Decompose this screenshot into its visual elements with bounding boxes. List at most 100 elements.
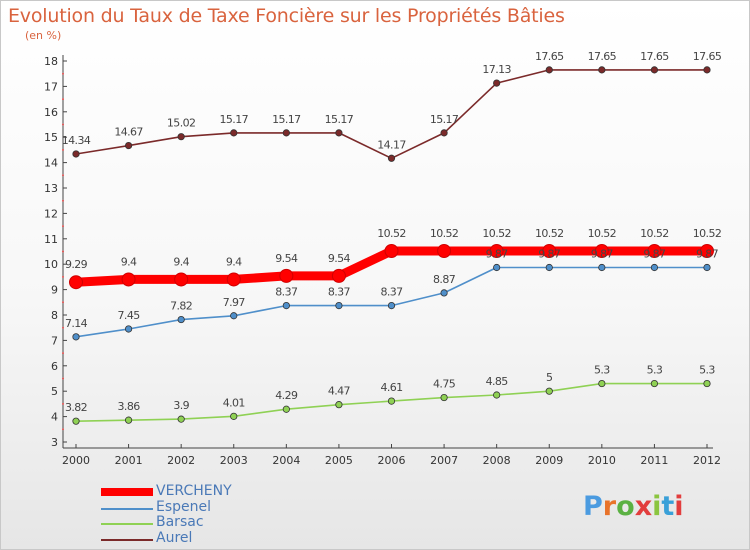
data-label-espenel: 7.97	[223, 296, 246, 309]
data-label-barsac: 4.85	[486, 375, 509, 388]
data-label-espenel: 9.87	[696, 248, 719, 261]
data-point-barsac	[703, 379, 711, 388]
y-minor-tick	[62, 275, 64, 278]
data-point-barsac	[335, 401, 343, 409]
data-point-espenel	[545, 263, 553, 272]
data-point-barsac	[387, 397, 396, 405]
y-tick-label: 12	[44, 207, 58, 220]
data-label-espenel: 8.87	[433, 273, 456, 286]
data-label-vercheny: 9.4	[226, 255, 242, 268]
data-point-vercheny	[594, 243, 609, 258]
logo-letter: i	[652, 491, 662, 522]
data-point-vercheny	[700, 243, 714, 258]
data-label-aurel: 14.34	[62, 134, 91, 147]
y-tick-label: 13	[44, 182, 58, 195]
data-label-espenel: 9.87	[591, 248, 614, 261]
data-label-barsac: 4.75	[433, 378, 456, 391]
data-label-espenel: 7.82	[170, 300, 192, 313]
data-point-aurel	[703, 66, 711, 74]
data-label-vercheny: 10.52	[482, 227, 511, 240]
data-label-vercheny: 9.4	[173, 255, 189, 268]
y-tick-label: 16	[44, 106, 58, 119]
data-label-aurel: 15.17	[325, 113, 354, 126]
data-point-vercheny	[121, 272, 136, 287]
y-tick-label: 9	[51, 284, 58, 297]
data-point-aurel	[493, 79, 501, 87]
data-point-vercheny	[384, 243, 399, 258]
data-label-vercheny: 10.52	[430, 227, 459, 240]
x-tick-label: 2001	[115, 454, 143, 467]
y-tick-label: 17	[44, 80, 58, 93]
data-label-vercheny: 10.52	[588, 227, 617, 240]
data-point-vercheny	[542, 243, 557, 258]
x-tick-label: 2005	[325, 454, 353, 467]
y-minor-tick	[62, 98, 64, 101]
logo-letter: i	[674, 491, 684, 522]
data-label-barsac: 4.47	[328, 385, 351, 398]
y-tick-label: 5	[51, 385, 58, 398]
logo-letter: x	[634, 491, 653, 522]
data-label-vercheny: 10.52	[640, 227, 669, 240]
data-point-aurel	[598, 66, 606, 74]
y-minor-tick	[62, 377, 64, 380]
x-tick-label: 2008	[483, 454, 511, 467]
data-point-aurel	[177, 133, 185, 141]
y-tick-label: 14	[44, 157, 58, 170]
x-tick-label: 2012	[693, 454, 721, 467]
data-label-aurel: 17.65	[640, 50, 669, 63]
data-point-barsac	[598, 379, 606, 388]
data-point-barsac	[230, 412, 238, 420]
x-tick-label: 2000	[62, 454, 90, 467]
data-label-espenel: 7.45	[118, 309, 141, 322]
data-point-espenel	[230, 312, 238, 320]
data-label-barsac: 4.01	[223, 396, 245, 409]
data-label-barsac: 3.9	[173, 399, 189, 412]
data-point-aurel	[72, 150, 80, 158]
data-point-barsac	[440, 393, 448, 402]
logo-letter: o	[616, 491, 635, 522]
logo-letter: P	[583, 491, 603, 522]
data-point-espenel	[124, 325, 133, 333]
data-point-barsac	[282, 405, 290, 413]
y-tick-label: 11	[44, 233, 58, 246]
data-point-barsac	[650, 379, 659, 388]
data-point-espenel	[72, 333, 80, 341]
y-minor-tick	[62, 326, 64, 329]
data-label-aurel: 14.67	[114, 126, 143, 139]
data-point-aurel	[124, 141, 133, 150]
y-tick-label: 15	[44, 131, 58, 144]
y-tick-label: 8	[51, 309, 58, 322]
data-point-aurel	[335, 129, 343, 137]
data-point-vercheny	[279, 268, 294, 283]
x-tick-label: 2007	[430, 454, 458, 467]
x-tick-label: 2011	[640, 454, 668, 467]
y-tick-label: 6	[51, 360, 58, 373]
y-tick-label: 10	[44, 258, 58, 271]
data-point-espenel	[493, 263, 501, 272]
y-tick-label: 7	[51, 334, 58, 347]
data-label-aurel: 17.65	[535, 50, 564, 63]
y-minor-tick	[62, 199, 64, 202]
legend-swatch	[101, 488, 153, 496]
legend-label: Espenel	[156, 498, 212, 515]
logo-letter: r	[602, 491, 617, 522]
data-label-barsac: 4.61	[380, 381, 402, 394]
data-label-aurel: 14.17	[377, 138, 406, 151]
data-point-aurel	[440, 129, 448, 137]
data-label-vercheny: 10.52	[535, 227, 564, 240]
data-label-barsac: 5.3	[594, 364, 610, 377]
data-point-aurel	[282, 129, 290, 137]
y-minor-tick	[62, 123, 64, 126]
data-point-espenel	[598, 263, 606, 272]
data-point-aurel	[387, 154, 396, 162]
y-minor-tick	[62, 225, 64, 228]
data-point-vercheny	[226, 272, 241, 287]
data-point-vercheny	[437, 243, 452, 258]
data-point-espenel	[177, 315, 185, 324]
data-label-aurel: 15.17	[272, 113, 301, 126]
data-label-barsac: 5.3	[647, 364, 663, 377]
data-label-vercheny: 9.54	[328, 252, 351, 265]
y-tick-label: 3	[51, 436, 58, 449]
data-label-vercheny: 10.52	[377, 227, 406, 240]
legend-label: VERCHENY	[156, 483, 232, 499]
